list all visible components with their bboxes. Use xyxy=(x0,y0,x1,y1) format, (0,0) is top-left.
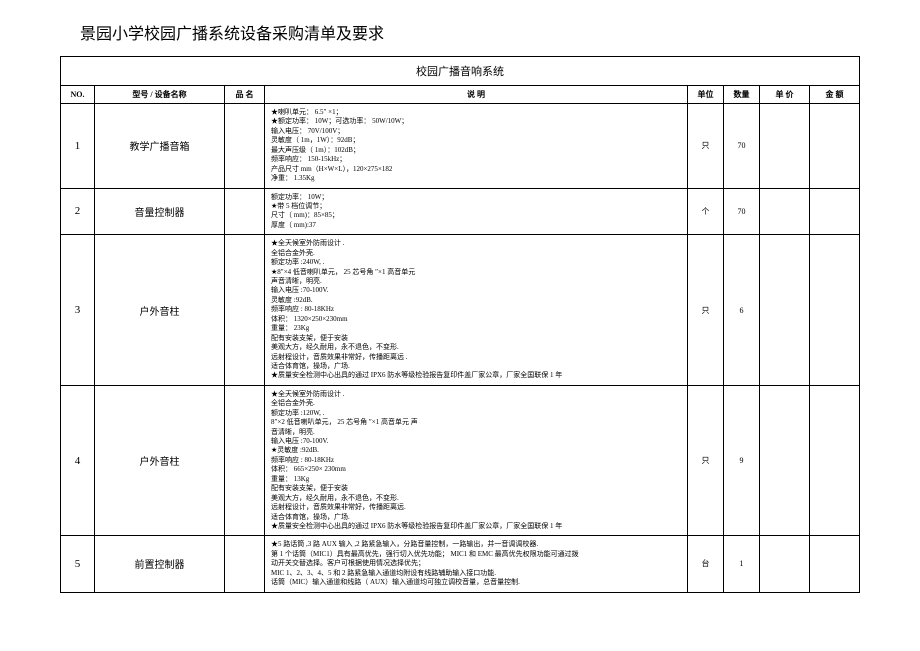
cell-qty: 1 xyxy=(724,536,760,592)
cell-desc: ★全天候室外防雨设计 .全铝合金外壳.额定功率 :240W, .★8″×4 低音… xyxy=(265,235,688,386)
cell-amount xyxy=(810,188,860,235)
cell-desc: 额定功率： 10W；★带 5 档位调节；尺寸（ mm)：85×85；厚度（ mm… xyxy=(265,188,688,235)
cell-price xyxy=(760,235,810,386)
col-desc: 说 明 xyxy=(265,86,688,104)
cell-no: 4 xyxy=(61,385,95,536)
cell-brand xyxy=(225,536,265,592)
cell-name: 户外音柱 xyxy=(95,235,225,386)
cell-amount xyxy=(810,235,860,386)
table-row: 4户外音柱 ★全天候室外防雨设计 .全铝合金外壳.额定功率 :120W, .8″×… xyxy=(61,385,860,536)
cell-amount xyxy=(810,536,860,592)
cell-unit: 只 xyxy=(688,385,724,536)
cell-unit: 个 xyxy=(688,188,724,235)
header-row: NO. 型号 / 设备名称 品 名 说 明 单位 数量 单 价 金 额 xyxy=(61,86,860,104)
cell-qty: 9 xyxy=(724,385,760,536)
cell-brand xyxy=(225,188,265,235)
cell-brand xyxy=(225,385,265,536)
cell-name: 户外音柱 xyxy=(95,385,225,536)
cell-price xyxy=(760,385,810,536)
table-row: 5前置控制器 ★5 路话筒 ,3 路 AUX 输入 ,2 路紧急输入，分路音量控制… xyxy=(61,536,860,592)
cell-unit: 只 xyxy=(688,104,724,189)
cell-desc: ★喇叭单元： 6.5″ ×1；★额定功率： 10W；可选功率： 50W/10W；… xyxy=(265,104,688,189)
col-no: NO. xyxy=(61,86,95,104)
cell-amount xyxy=(810,104,860,189)
col-name: 型号 / 设备名称 xyxy=(95,86,225,104)
cell-qty: 70 xyxy=(724,188,760,235)
cell-qty: 6 xyxy=(724,235,760,386)
cell-no: 3 xyxy=(61,235,95,386)
table-row: 2音量控制器额定功率： 10W；★带 5 档位调节；尺寸（ mm)：85×85；… xyxy=(61,188,860,235)
cell-no: 1 xyxy=(61,104,95,189)
cell-price xyxy=(760,188,810,235)
cell-no: 5 xyxy=(61,536,95,592)
cell-unit: 只 xyxy=(688,235,724,386)
cell-unit: 台 xyxy=(688,536,724,592)
col-unit: 单位 xyxy=(688,86,724,104)
cell-price xyxy=(760,536,810,592)
table-row: 1教学广播音箱 ★喇叭单元： 6.5″ ×1；★额定功率： 10W；可选功率： 5… xyxy=(61,104,860,189)
col-brand: 品 名 xyxy=(225,86,265,104)
cell-name: 前置控制器 xyxy=(95,536,225,592)
cell-name: 音量控制器 xyxy=(95,188,225,235)
table-row: 3户外音柱 ★全天候室外防雨设计 .全铝合金外壳.额定功率 :240W, .★8″… xyxy=(61,235,860,386)
cell-no: 2 xyxy=(61,188,95,235)
col-price: 单 价 xyxy=(760,86,810,104)
cell-name: 教学广播音箱 xyxy=(95,104,225,189)
page-title: 景园小学校园广播系统设备采购清单及要求 xyxy=(80,20,860,44)
cell-amount xyxy=(810,385,860,536)
cell-brand xyxy=(225,235,265,386)
col-qty: 数量 xyxy=(724,86,760,104)
cell-qty: 70 xyxy=(724,104,760,189)
col-amount: 金 额 xyxy=(810,86,860,104)
system-title: 校园广播音响系统 xyxy=(61,57,860,86)
cell-desc: ★全天候室外防雨设计 .全铝合金外壳.额定功率 :120W, .8″×2 低音喇… xyxy=(265,385,688,536)
procurement-table: 校园广播音响系统 NO. 型号 / 设备名称 品 名 说 明 单位 数量 单 价… xyxy=(60,56,860,593)
cell-brand xyxy=(225,104,265,189)
cell-desc: ★5 路话筒 ,3 路 AUX 输入 ,2 路紧急输入，分路音量控制，一路输出，… xyxy=(265,536,688,592)
cell-price xyxy=(760,104,810,189)
